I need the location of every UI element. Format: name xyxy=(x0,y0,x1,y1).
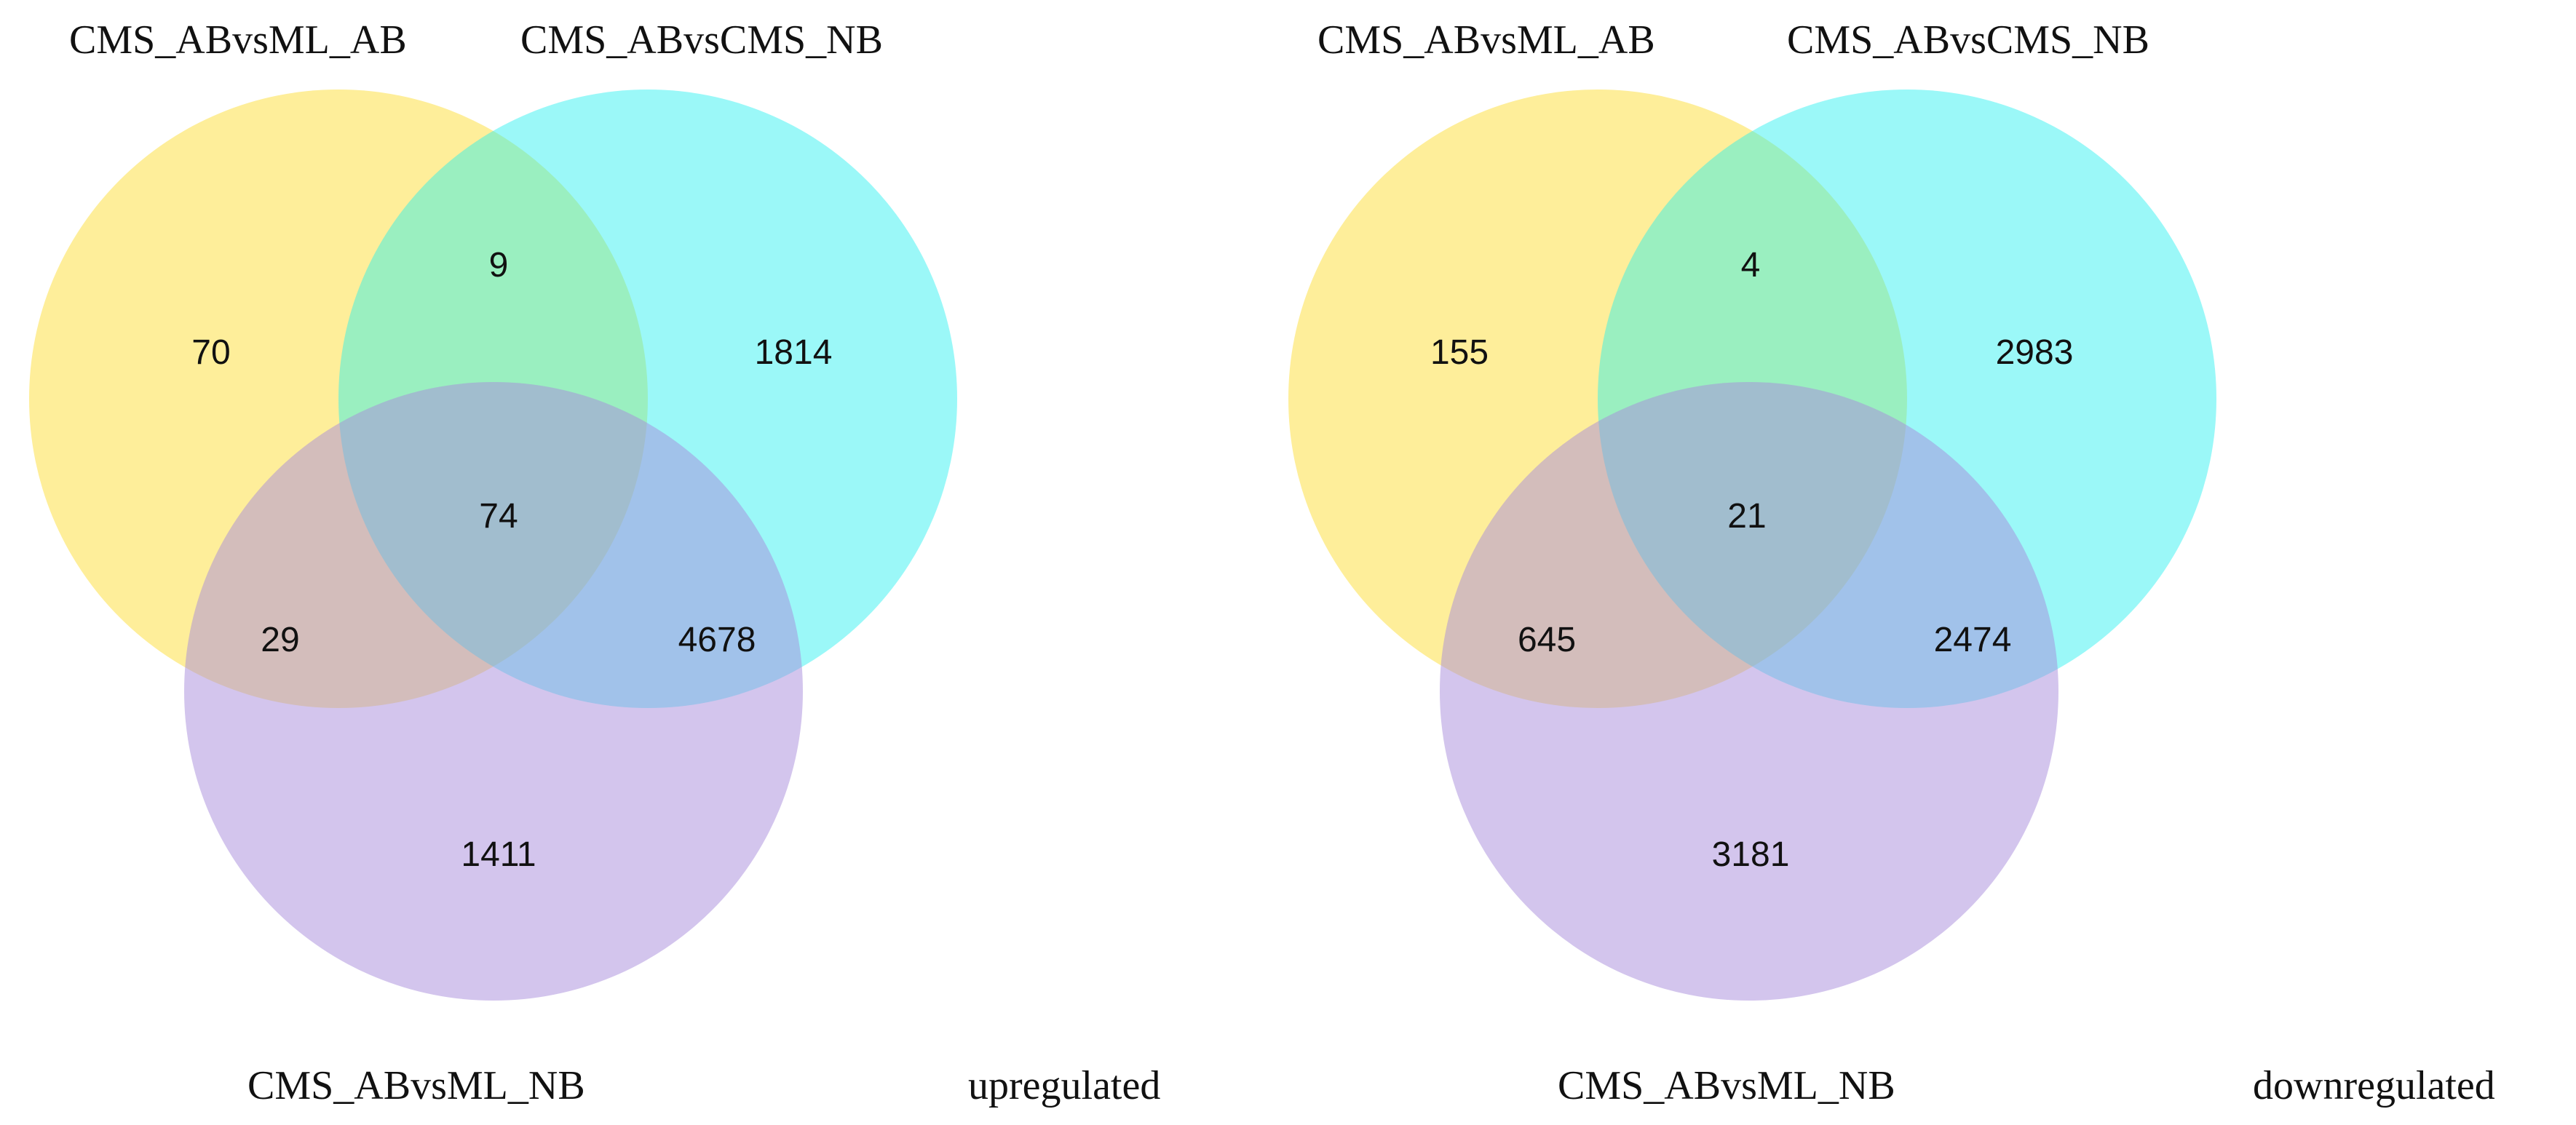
count-a-only: 155 xyxy=(1430,333,1489,372)
count-c-only: 3181 xyxy=(1712,835,1790,874)
set-label-c: CMS_ABvsML_NB xyxy=(247,1063,585,1108)
count-c-only: 1411 xyxy=(461,835,536,874)
circle-set-c xyxy=(1440,382,2058,1001)
count-b-only: 1814 xyxy=(755,333,833,372)
set-label-c: CMS_ABvsML_NB xyxy=(1558,1063,1895,1108)
count-bc: 2474 xyxy=(1934,621,2012,659)
count-a-only: 70 xyxy=(191,333,230,372)
count-abc: 74 xyxy=(479,497,518,536)
panel-caption: upregulated xyxy=(968,1063,1160,1108)
set-label-b: CMS_ABvsCMS_NB xyxy=(520,17,883,63)
count-bc: 4678 xyxy=(678,621,756,659)
set-label-b: CMS_ABvsCMS_NB xyxy=(1787,17,2149,63)
count-ac: 29 xyxy=(261,621,299,659)
circle-set-c xyxy=(184,382,803,1001)
venn-panel-upregulated: CMS_ABvsML_AB CMS_ABvsCMS_NB 70 9 1814 7… xyxy=(29,17,1160,1108)
panel-caption: downregulated xyxy=(2253,1063,2495,1108)
set-label-a: CMS_ABvsML_AB xyxy=(1317,17,1655,63)
count-b-only: 2983 xyxy=(1996,333,2074,372)
count-ac: 645 xyxy=(1518,621,1576,659)
count-abc: 21 xyxy=(1727,497,1766,536)
count-ab: 4 xyxy=(1741,246,1761,285)
set-label-a: CMS_ABvsML_AB xyxy=(69,17,407,63)
venn-panel-downregulated: CMS_ABvsML_AB CMS_ABvsCMS_NB 155 4 2983 … xyxy=(1288,17,2495,1108)
count-ab: 9 xyxy=(489,246,509,285)
